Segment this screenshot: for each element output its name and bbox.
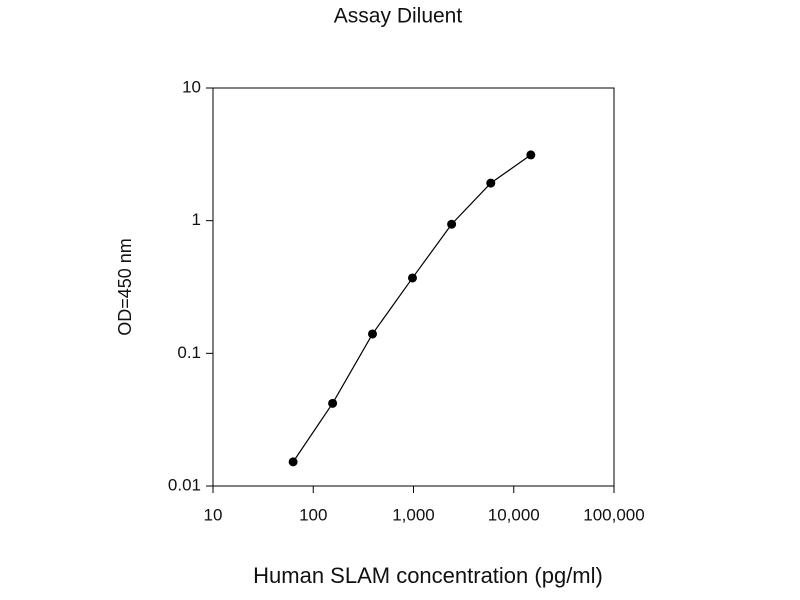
y-tick-label: 0.01: [168, 475, 201, 494]
x-tick-label: 100,000: [583, 505, 644, 524]
data-point: [526, 150, 536, 160]
y-tick-label: 1: [192, 210, 201, 229]
y-axis-label: OD=450 nm: [115, 238, 135, 336]
x-tick-label: 10,000: [488, 505, 540, 524]
data-point: [486, 178, 496, 188]
x-tick-label: 100: [299, 505, 327, 524]
chart-title: Assay Diluent: [334, 5, 463, 28]
data-point: [328, 398, 338, 408]
x-tick-label: 1,000: [392, 505, 435, 524]
data-point: [407, 273, 417, 283]
data-point: [447, 219, 457, 229]
plot-frame: [212, 87, 615, 487]
x-axis-label: Human SLAM concentration (pg/ml): [253, 563, 603, 588]
data-point: [368, 329, 378, 339]
y-tick-label: 0.1: [177, 343, 201, 362]
data-point: [288, 457, 298, 467]
x-tick-label: 10: [204, 505, 223, 524]
y-tick-label: 10: [182, 77, 201, 96]
data-line: [292, 154, 532, 463]
